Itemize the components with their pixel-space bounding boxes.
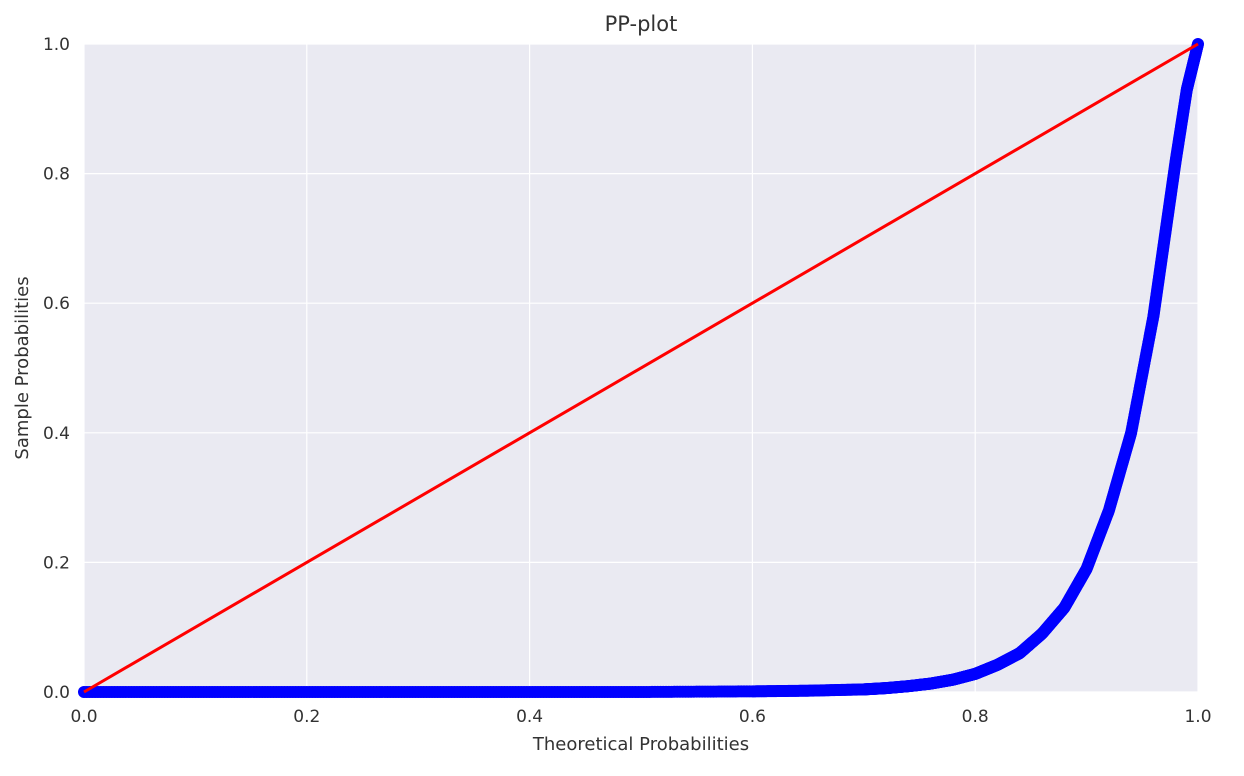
y-tick-label: 0.8 [43,165,70,185]
x-tick-label: 0.0 [70,707,97,727]
y-tick-label: 0.6 [43,294,70,314]
reference-line [83,42,1199,694]
y-axis-title: Sample Probabilities [12,276,33,459]
x-tick-label: 1.0 [1184,707,1211,727]
x-tick-label: 0.2 [293,707,320,727]
y-tick-labels: 0.0 0.2 0.4 0.6 0.8 1.0 [43,35,70,703]
y-tick-label: 0.0 [43,683,70,703]
x-tick-labels: 0.0 0.2 0.4 0.6 0.8 1.0 [70,707,1211,727]
y-tick-label: 0.4 [43,424,70,444]
x-axis-title: Theoretical Probabilities [532,734,749,755]
x-tick-label: 0.8 [962,707,989,727]
chart-title: PP-plot [605,12,678,36]
y-tick-label: 1.0 [43,35,70,55]
x-tick-label: 0.6 [739,707,766,727]
x-tick-label: 0.4 [516,707,543,727]
series-layer [78,38,1204,698]
grid-lines [83,43,1199,693]
sample-points-series [78,38,1204,698]
y-tick-label: 0.2 [43,553,70,573]
